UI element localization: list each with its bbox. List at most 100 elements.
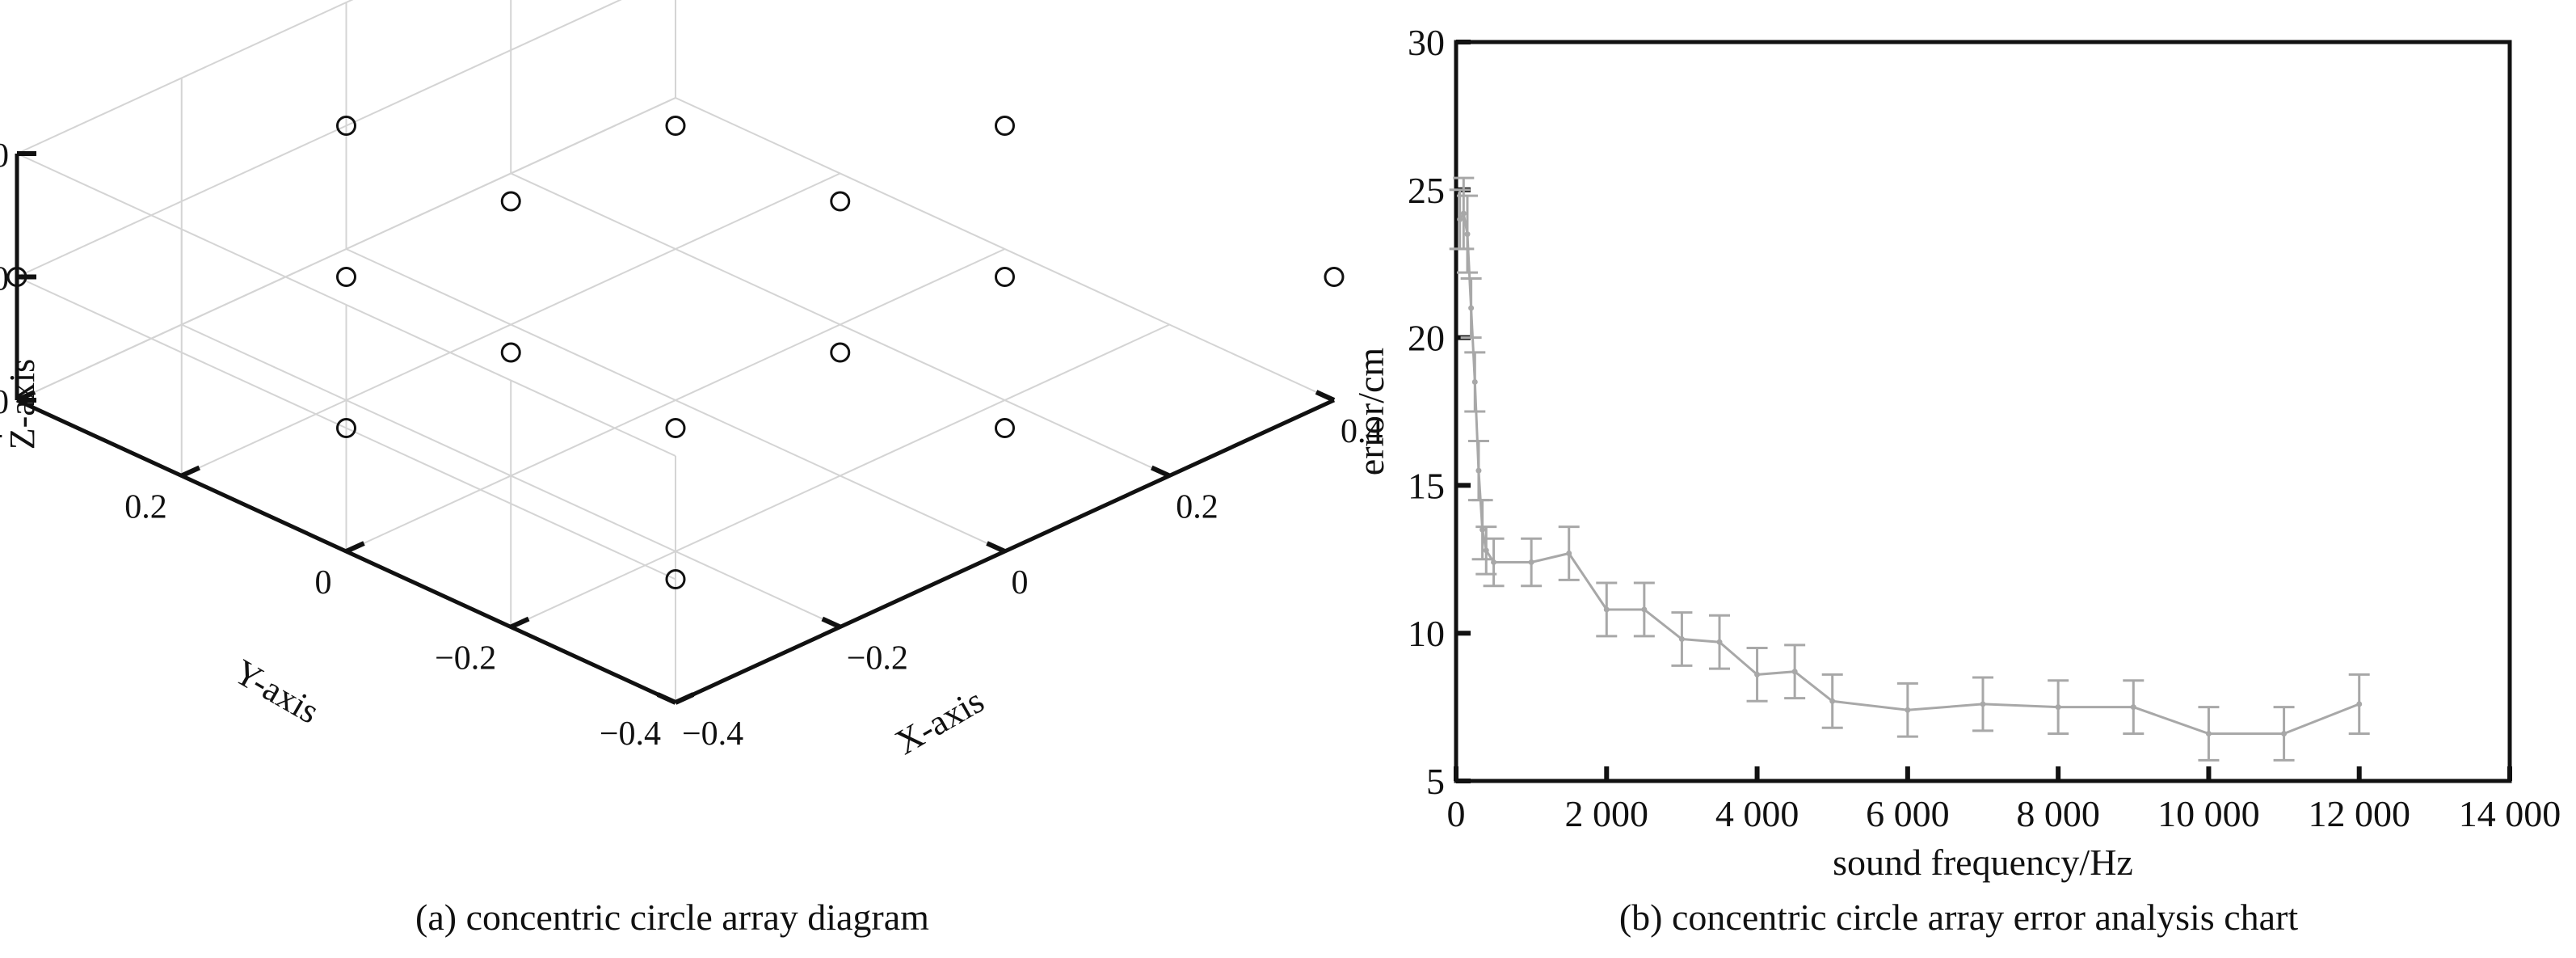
data-point [1641, 606, 1648, 613]
x-tick-label: 6 000 [1866, 793, 1950, 834]
error-chart-ticks: 0 2 000 4 000 6 000 8 000 10 000 12 000 14 000 5… [1408, 22, 2561, 834]
error-series [1449, 176, 2370, 762]
y-axis-tick [510, 616, 530, 630]
data-point [1754, 671, 1761, 677]
wall-gridline [16, 153, 676, 457]
data-point [1457, 216, 1463, 222]
data-point [1483, 547, 1489, 554]
x-axis-label: X-axis [889, 681, 991, 762]
y-tick-label: 30 [1408, 22, 1445, 63]
z-axis-label: Z-axis [2, 359, 42, 449]
data-point [2130, 704, 2136, 711]
x-tick-label: 0.4 [1341, 413, 1383, 450]
error-line-chart: 0 2 000 4 000 6 000 8 000 10 000 12 000 14 000 5… [1350, 22, 2561, 938]
data-point [1471, 378, 1478, 385]
chart-a-caption: (a) concentric circle array diagram [415, 897, 929, 938]
array-point [336, 116, 356, 136]
floor-gridline [346, 248, 1005, 552]
data-point [1603, 606, 1610, 613]
y-tick-label: 10 [1408, 613, 1445, 654]
data-point [1464, 231, 1471, 238]
array-point [830, 342, 851, 363]
error-series-line [1458, 209, 2360, 735]
x-tick-label: 14 000 [2459, 793, 2561, 834]
data-point [2055, 704, 2061, 711]
array-point [995, 116, 1015, 136]
x-tick-label: 4 000 [1715, 793, 1799, 834]
y-tick-label: 20 [1408, 318, 1445, 359]
x-axis-tick [1151, 465, 1171, 479]
b-x-axis-label: sound frequency/Hz [1833, 842, 2133, 883]
array-3d-labels: X-axis Y-axis Z-axis [2, 359, 991, 762]
data-point [1480, 526, 1486, 533]
y-axis-tick [674, 692, 695, 705]
floor-gridline [181, 172, 841, 477]
y-tick-label: 5 [1426, 761, 1445, 802]
array-point [6, 267, 27, 287]
z-tick-label: 1.0 [0, 137, 9, 175]
y-tick-label: 0.2 [124, 489, 167, 526]
y-axis-tick [180, 465, 200, 479]
data-point [1566, 550, 1572, 556]
data-point [1468, 305, 1475, 311]
x-tick-label: 12 000 [2308, 793, 2410, 834]
chart-b-caption: (b) concentric circle array error analys… [1619, 897, 2299, 938]
data-point [2281, 731, 2288, 737]
data-point [1491, 559, 1497, 565]
array-point [995, 267, 1015, 287]
wall-gridline [16, 0, 622, 278]
array-3d-gridlines [16, 0, 1335, 703]
data-point [1905, 707, 1911, 713]
wall-gridline [16, 276, 676, 580]
array-point [665, 569, 686, 589]
data-point [1678, 636, 1685, 643]
x-tick-label: 0.2 [1176, 489, 1219, 526]
x-tick-label: 2 000 [1565, 793, 1649, 834]
wall-gridline [16, 97, 676, 401]
x-tick-label: 0 [1012, 564, 1029, 601]
data-point [1716, 639, 1723, 645]
y-axis-label: Y-axis [227, 652, 326, 732]
array-point [336, 267, 356, 287]
y-axis-tick [345, 541, 365, 554]
x-tick-label: −0.2 [847, 640, 908, 677]
y-tick-label: 0.4 [0, 413, 2, 450]
x-tick-label: 10 000 [2157, 793, 2260, 834]
data-point [1475, 467, 1482, 474]
array-point [500, 342, 521, 363]
y-tick-label: 15 [1408, 465, 1445, 506]
x-axis-tick [821, 616, 841, 630]
x-axis-tick [656, 692, 677, 705]
array-point [500, 191, 521, 212]
z-tick-label: 0 [0, 261, 9, 298]
wall-gridline [16, 0, 354, 154]
array-point [995, 418, 1015, 438]
floor-gridline [510, 172, 1170, 477]
y-tick-label: 0 [315, 564, 332, 601]
data-point [1460, 210, 1467, 217]
x-axis-tick [1315, 390, 1336, 403]
array-point [1324, 267, 1345, 287]
x-axis-tick [986, 541, 1006, 554]
data-point [1528, 559, 1534, 565]
plot-frame [1454, 40, 2512, 783]
data-point [2356, 701, 2363, 707]
y-tick-label: 25 [1408, 170, 1445, 211]
data-point [1791, 669, 1798, 675]
data-point [2205, 731, 2212, 737]
x-tick-label: −0.4 [682, 715, 743, 753]
array-point [665, 418, 686, 438]
x-tick-label: 0 [1447, 793, 1466, 834]
y-tick-label: −0.4 [600, 715, 661, 753]
data-point [1829, 698, 1836, 704]
array-3d-points [6, 116, 1345, 589]
array-point [665, 116, 686, 136]
y-tick-label: −0.2 [435, 640, 496, 677]
x-tick-label: 8 000 [2016, 793, 2100, 834]
floor-gridline [675, 97, 1335, 401]
array-point [336, 418, 356, 438]
z-tick-label: −1.0 [0, 384, 9, 421]
